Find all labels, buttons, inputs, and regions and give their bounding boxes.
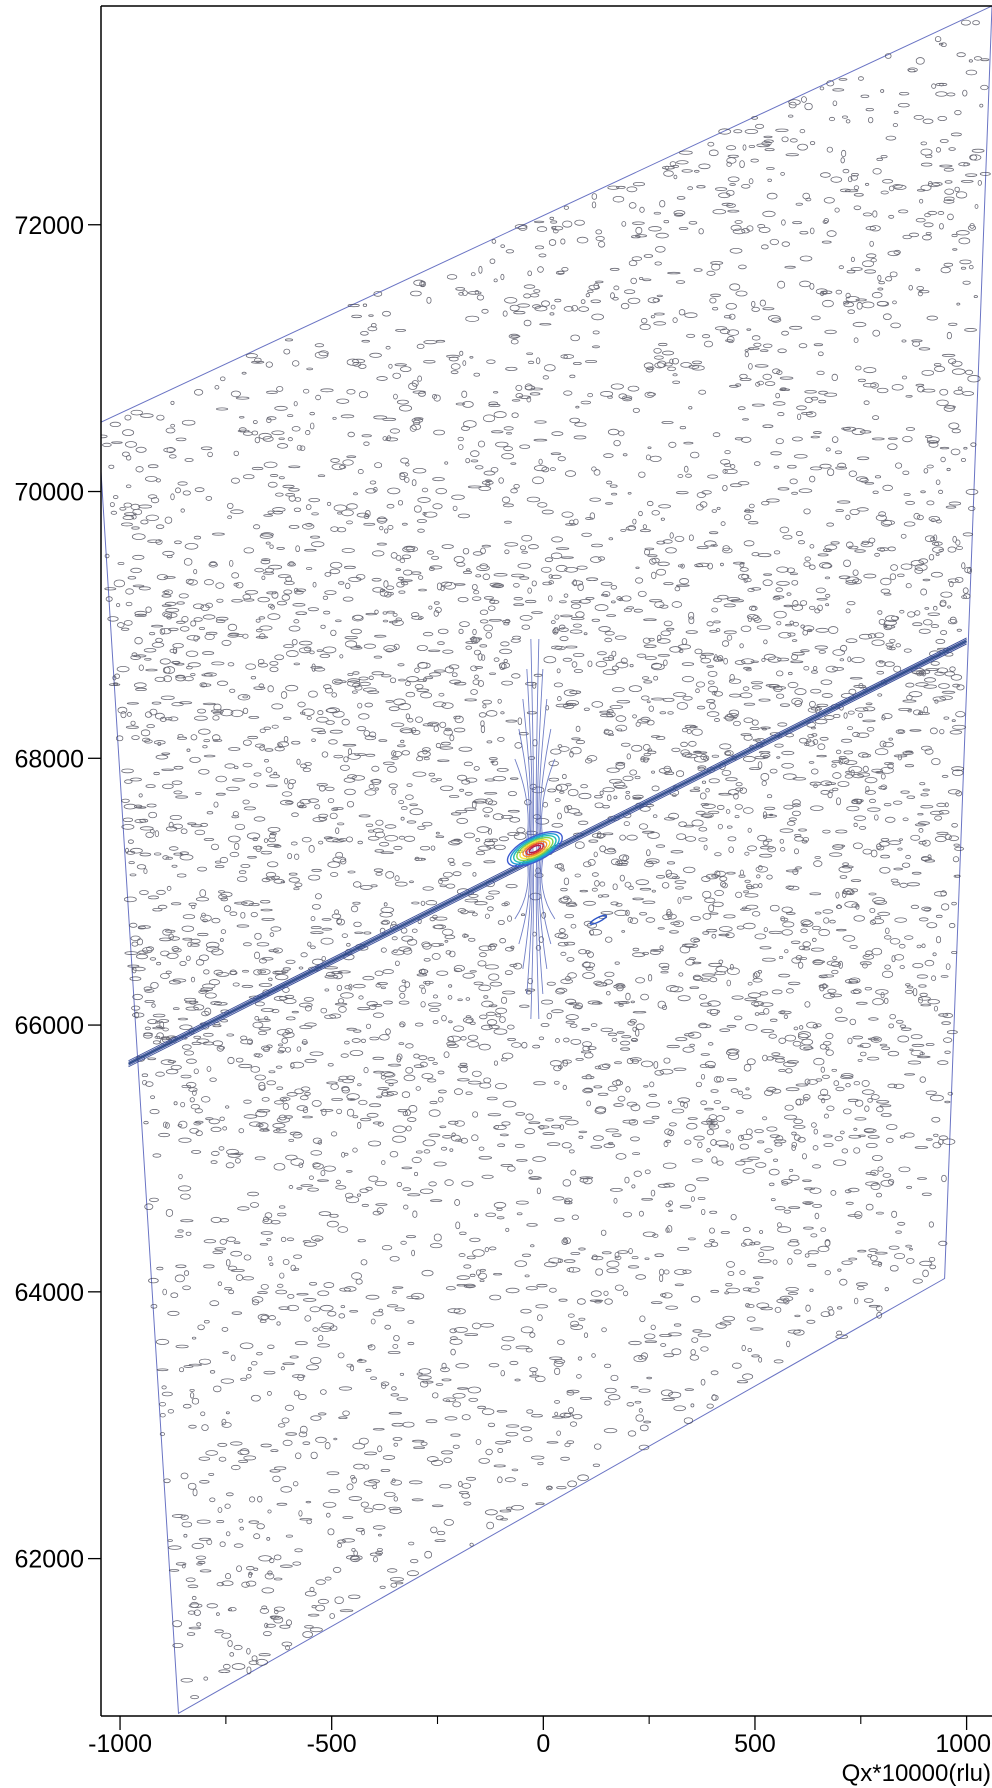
y-tick-label: 72000 xyxy=(14,212,84,240)
vertical-streak-contour xyxy=(518,728,530,945)
vertical-streak-contour xyxy=(530,638,534,1020)
y-tick-label: 62000 xyxy=(14,1546,84,1574)
vertical-streak-contour xyxy=(539,728,552,945)
peak-contour-level xyxy=(516,836,554,862)
peak-contour-level xyxy=(528,844,542,854)
noise-contours xyxy=(101,19,991,1700)
y-tick-label: 70000 xyxy=(14,479,84,507)
axes: 62000 64000 66000 68000 70000 72000 -1000 -500… xyxy=(14,5,992,1787)
background-contour-noise xyxy=(101,19,991,1700)
peak-contour-level xyxy=(513,834,557,864)
y-tick-label: 68000 xyxy=(14,745,84,773)
peak-contour-level xyxy=(525,842,545,856)
x-tick-label: 500 xyxy=(734,1730,776,1758)
y-axis-ticks: 62000 64000 66000 68000 70000 72000 xyxy=(14,212,101,1574)
vertical-streak-contour xyxy=(535,638,540,1020)
peak-contour-level xyxy=(509,832,560,865)
x-axis-ticks: -1000 -500 0 500 1000 xyxy=(88,1716,991,1758)
x-tick-label: 1000 xyxy=(935,1730,991,1758)
x-tick-label: -1000 xyxy=(88,1730,152,1758)
x-tick-label: 0 xyxy=(536,1730,550,1758)
y-tick-label: 64000 xyxy=(14,1279,84,1307)
scan-region-boundary xyxy=(101,6,992,1715)
peak-contour-level xyxy=(506,831,563,867)
diffraction-features xyxy=(128,637,967,1068)
substrate-peak xyxy=(506,831,563,867)
y-tick-label: 66000 xyxy=(14,1012,84,1040)
x-axis-title: Qx*10000(rlu) xyxy=(842,1760,991,1787)
scan-region-layer xyxy=(101,6,992,1715)
secondary-feature xyxy=(589,914,608,925)
x-tick-label: -500 xyxy=(307,1730,357,1758)
peak-contour-level xyxy=(522,840,548,858)
peak-contour-level xyxy=(519,838,551,860)
